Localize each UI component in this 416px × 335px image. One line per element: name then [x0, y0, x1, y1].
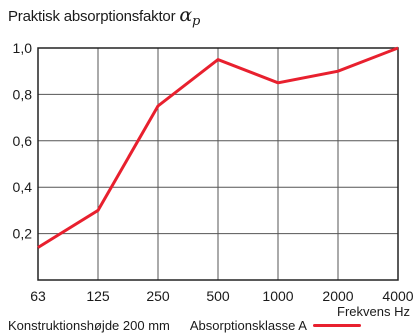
plot-frame — [37, 47, 399, 281]
chart-title-text: Praktisk absorptionsfaktor — [8, 8, 176, 25]
y-tick-label: 0,4 — [13, 179, 33, 195]
x-tick-label: 63 — [30, 288, 46, 304]
chart-title-subscript: p — [191, 14, 201, 29]
x-tick-label: 2000 — [322, 288, 353, 304]
x-tick-label: 4000 — [382, 288, 413, 304]
y-tick-label: 0,8 — [13, 86, 33, 102]
construction-note: Konstruktionshøjde 200 mm — [8, 318, 170, 333]
x-tick-label: 125 — [86, 288, 110, 304]
y-tick-label: 0,2 — [13, 226, 33, 242]
chart-footer: Konstruktionshøjde 200 mm Absorptionskla… — [8, 318, 361, 333]
y-tick-label: 0,6 — [13, 133, 33, 149]
y-tick-label: 1,0 — [13, 40, 33, 56]
chart-title-symbol: α — [179, 4, 192, 26]
legend-label: Absorptionsklasse A — [189, 318, 307, 333]
chart-title: Praktisk absorptionsfaktor αp — [8, 4, 200, 29]
legend: Absorptionsklasse A — [190, 318, 361, 333]
x-tick-label: 500 — [206, 288, 230, 304]
x-tick-label: 1000 — [262, 288, 293, 304]
legend-swatch — [312, 324, 361, 327]
x-axis-label: Frekvens Hz — [337, 304, 410, 319]
x-tick-label: 250 — [146, 288, 170, 304]
